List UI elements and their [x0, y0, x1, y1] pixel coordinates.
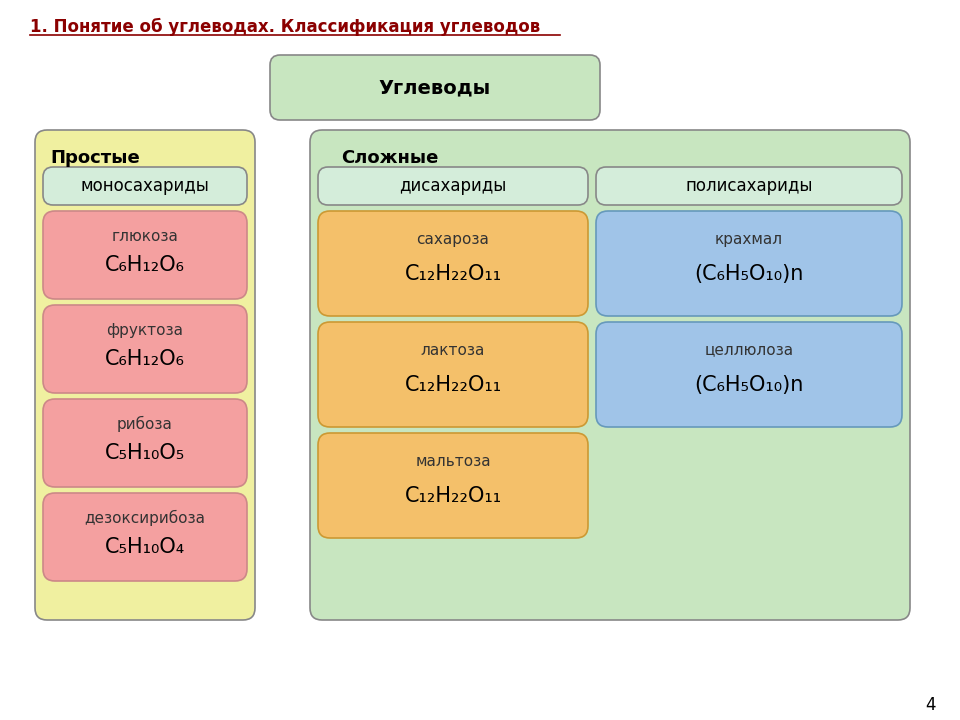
FancyBboxPatch shape [318, 322, 588, 427]
FancyBboxPatch shape [35, 130, 255, 620]
FancyBboxPatch shape [43, 399, 247, 487]
Text: C₅H₁₀O₄: C₅H₁₀O₄ [105, 537, 185, 557]
Text: C₁₂H₂₂O₁₁: C₁₂H₂₂O₁₁ [404, 485, 501, 505]
Text: C₁₂H₂₂O₁₁: C₁₂H₂₂O₁₁ [404, 374, 501, 395]
Text: C₁₂H₂₂O₁₁: C₁₂H₂₂O₁₁ [404, 264, 501, 284]
Text: Сложные: Сложные [342, 149, 439, 167]
Text: глюкоза: глюкоза [111, 228, 179, 243]
FancyBboxPatch shape [596, 167, 902, 205]
Text: 1. Понятие об углеводах. Классификация углеводов: 1. Понятие об углеводах. Классификация у… [30, 18, 540, 36]
Text: C₆H₁₂O₆: C₆H₁₂O₆ [105, 349, 185, 369]
FancyBboxPatch shape [318, 211, 588, 316]
Text: C₅H₁₀O₅: C₅H₁₀O₅ [105, 443, 185, 463]
Text: лактоза: лактоза [420, 343, 485, 358]
FancyBboxPatch shape [596, 322, 902, 427]
Text: рибоза: рибоза [117, 416, 173, 432]
FancyBboxPatch shape [318, 433, 588, 538]
FancyBboxPatch shape [318, 167, 588, 205]
FancyBboxPatch shape [270, 55, 600, 120]
Text: Углеводы: Углеводы [379, 78, 492, 97]
FancyBboxPatch shape [596, 211, 902, 316]
Text: моносахариды: моносахариды [81, 177, 209, 195]
Text: 4: 4 [924, 696, 935, 714]
Text: (C₆H₅O₁₀)n: (C₆H₅O₁₀)n [694, 374, 804, 395]
Text: дисахариды: дисахариды [399, 177, 507, 195]
Text: полисахариды: полисахариды [685, 177, 813, 195]
Text: дезоксирибоза: дезоксирибоза [84, 510, 205, 526]
FancyBboxPatch shape [310, 130, 910, 620]
FancyBboxPatch shape [43, 305, 247, 393]
Text: (C₆H₅O₁₀)n: (C₆H₅O₁₀)n [694, 264, 804, 284]
FancyBboxPatch shape [43, 167, 247, 205]
Text: мальтоза: мальтоза [415, 454, 491, 469]
FancyBboxPatch shape [43, 211, 247, 299]
Text: фруктоза: фруктоза [107, 323, 183, 338]
Text: сахароза: сахароза [417, 232, 490, 246]
Text: крахмал: крахмал [715, 232, 783, 246]
Text: C₆H₁₂O₆: C₆H₁₂O₆ [105, 255, 185, 275]
Text: Простые: Простые [50, 149, 140, 167]
FancyBboxPatch shape [43, 493, 247, 581]
Text: целлюлоза: целлюлоза [705, 343, 794, 358]
